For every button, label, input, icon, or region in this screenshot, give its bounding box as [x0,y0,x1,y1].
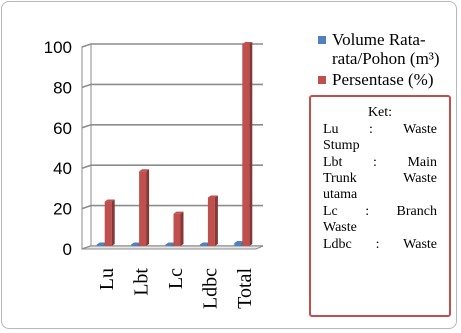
ket-entry-lbt: Lbt : Main Trunk Waste utama [323,155,437,203]
gridline [81,204,263,210]
legend-swatch-volume [318,36,326,44]
bar-side [111,199,115,246]
ket-line: Waste [323,220,357,235]
legend: Volume Rata- rata/Pohon (m³) Persentase … [318,30,456,89]
gridline [81,164,263,169]
y-tick-label: 20 [53,200,72,219]
ket-line: Lc : Branch [323,204,437,219]
bar-side [180,211,184,246]
bar [96,244,104,246]
bar [234,242,242,246]
x-tick-label: Lc [165,268,187,289]
y-tick-label: 80 [53,78,72,97]
legend-label-volume-line2: rata/Pohon (m³) [332,49,440,68]
ket-entry-ldbc: Ldbc : Waste [323,237,437,253]
y-tick-label: 100 [44,38,72,57]
x-tick-label: Lbt [131,268,153,296]
ket-title: Ket: [367,105,393,120]
bar-side [214,195,218,246]
bar [207,197,215,246]
bar [139,171,147,246]
y-axis: 0 20 40 60 80 100 [44,38,72,259]
gridline [81,83,263,89]
bar [173,213,181,246]
bar-top [199,242,210,245]
legend-label-volume-line1: Volume Rata- [332,30,426,49]
bar-top [165,242,176,245]
ket-entry-lu: Lu : Waste Stump [323,122,437,154]
x-axis: Lu Lbt Lc Ldbc Total [96,268,256,310]
ket-line: Lbt : Main [323,155,437,170]
x-tick-label: Ldbc [199,268,221,309]
bar-top [96,242,107,245]
bar-side [249,42,253,246]
bar [131,244,139,246]
ket-line: Lu : Waste [323,122,437,137]
bar-top [139,169,150,172]
x-tick-label: Lu [96,268,118,290]
ket-line: Ldbc : Waste [323,237,437,252]
bar [104,201,112,246]
bar [165,244,173,246]
bar-side [146,169,150,246]
bar-top [234,240,245,243]
legend-item-persentase: Persentase (%) [318,70,456,89]
bar [199,244,207,246]
y-tick-label: 0 [63,240,72,259]
bar-top [173,211,184,214]
plot-side-wall [81,43,92,250]
legend-swatch-persentase [318,76,326,84]
bar-top [131,242,142,245]
bars [96,42,253,246]
ket-box: Ket: Lu : Waste Stump Lbt : Main Trunk W… [309,95,451,317]
ket-line: Stump [323,138,360,153]
ket-entry-lc: Lc : Branch Waste [323,204,437,236]
plot-floor [81,245,264,250]
plot-floor-plane [81,245,264,250]
y-tick-label: 60 [53,119,72,138]
legend-item-volume: Volume Rata- rata/Pohon (m³) [318,30,456,68]
ket-line: utama [323,187,358,202]
legend-label-persentase: Persentase (%) [332,70,434,89]
x-tick-label: Total [234,268,256,309]
gridline [81,43,263,48]
gridline [81,124,263,129]
bar-top [104,199,115,202]
ket-line: Trunk Waste [323,171,437,186]
bar [242,44,250,246]
bar-top [242,42,253,44]
y-tick-label: 40 [53,159,72,178]
bar-top [207,195,218,198]
